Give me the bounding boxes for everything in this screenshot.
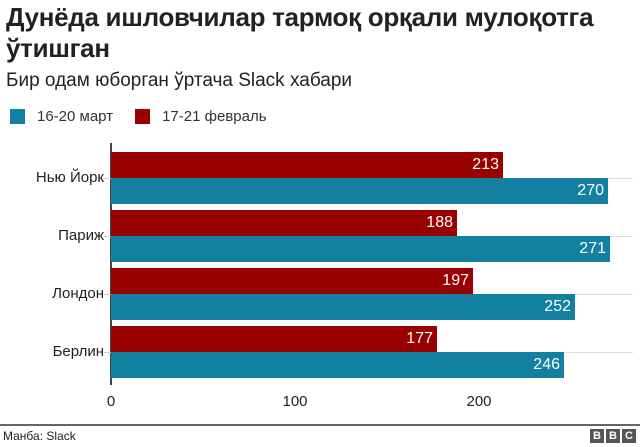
bbc-logo-b2: B [606,429,620,443]
category-label: Нью Йорк [35,169,104,186]
x-tick-label: 100 [282,393,308,410]
x-tick-label: 200 [466,393,492,410]
bar-february: 188 [111,210,457,236]
bar-march: 270 [111,178,608,204]
y-axis-line [110,143,112,385]
category-tick [104,178,111,179]
category-tick [104,236,111,237]
bar-march: 246 [111,352,564,378]
bbc-logo: B B C [590,429,636,443]
legend-label-february: 17-21 февраль [162,108,267,125]
bar-value-label: 197 [442,272,469,289]
bar-value-label: 188 [426,214,453,231]
bar-february: 213 [111,152,503,178]
legend-item-february: 17-21 февраль [135,108,267,125]
category-tick [104,352,111,353]
legend: 16-20 март 17-21 февраль [10,108,289,125]
chart-title: Дунёда ишловчилар тармоқ орқали мулоқотг… [6,2,594,63]
legend-swatch-february [135,109,151,124]
bar-value-label: 270 [577,182,604,199]
category-label: Париж [58,227,104,244]
category-label: Лондон [52,285,104,302]
footer-divider [0,424,640,426]
legend-item-march: 16-20 март [10,108,113,125]
category-tick [104,294,111,295]
bar-value-label: 177 [406,330,433,347]
bar-value-label: 213 [472,156,499,173]
bbc-logo-b1: B [590,429,604,443]
chart-subtitle: Бир одам юборган ўртача Slack хабари [6,70,353,91]
legend-label-march: 16-20 март [37,108,114,125]
bar-march: 252 [111,294,575,320]
bar-march: 271 [111,236,610,262]
category-label: Берлин [52,343,104,360]
bar-february: 197 [111,268,473,294]
legend-swatch-march [10,109,25,124]
bar-value-label: 246 [533,356,560,373]
x-tick-label: 0 [106,393,116,410]
source-note: Манба: Slack [3,429,76,443]
bar-february: 177 [111,326,437,352]
bar-value-label: 271 [579,240,606,257]
bar-value-label: 252 [544,298,571,315]
bbc-logo-c: C [622,429,636,443]
